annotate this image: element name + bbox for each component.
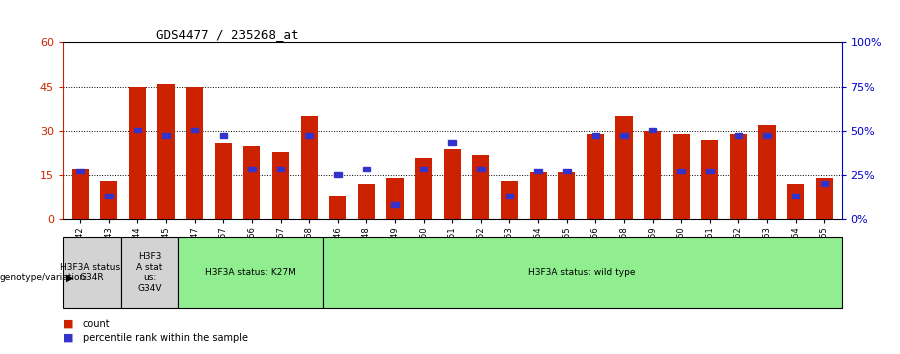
Bar <box>215 143 232 219</box>
Bar <box>587 134 604 219</box>
Bar <box>72 169 89 219</box>
Bar <box>105 194 112 198</box>
Bar <box>158 84 175 219</box>
Bar <box>334 172 341 177</box>
Bar <box>563 169 571 173</box>
Bar <box>133 128 141 132</box>
Text: H3F3A status: wild type: H3F3A status: wild type <box>528 268 635 277</box>
Bar <box>415 158 432 219</box>
Bar <box>472 155 490 219</box>
Bar <box>100 181 117 219</box>
Bar <box>358 184 375 219</box>
Bar <box>591 133 599 138</box>
Bar <box>678 169 685 173</box>
Bar <box>649 128 656 132</box>
Text: H3F3A status: K27M: H3F3A status: K27M <box>205 268 296 277</box>
Bar <box>243 146 260 219</box>
Bar <box>305 133 313 138</box>
Bar <box>420 167 427 171</box>
Bar <box>644 131 662 219</box>
Bar <box>186 87 203 219</box>
Bar <box>706 169 714 173</box>
Bar <box>672 134 689 219</box>
Bar <box>529 172 546 219</box>
Bar <box>788 184 805 219</box>
Bar <box>730 134 747 219</box>
Text: ■: ■ <box>63 333 74 343</box>
Text: percentile rank within the sample: percentile rank within the sample <box>83 333 248 343</box>
Bar <box>763 133 771 138</box>
Bar <box>616 116 633 219</box>
Bar <box>129 87 146 219</box>
Bar <box>162 133 170 138</box>
Bar <box>477 167 484 171</box>
Bar <box>734 133 742 138</box>
Bar <box>220 133 227 138</box>
Bar <box>535 169 542 173</box>
Bar <box>558 172 575 219</box>
Bar <box>392 202 399 207</box>
Text: count: count <box>83 319 111 329</box>
Bar <box>248 167 256 171</box>
Bar <box>272 152 289 219</box>
Text: GDS4477 / 235268_at: GDS4477 / 235268_at <box>157 28 299 41</box>
Bar <box>448 141 456 145</box>
Bar <box>301 116 318 219</box>
Bar <box>620 133 628 138</box>
Bar <box>444 149 461 219</box>
Bar <box>792 194 799 198</box>
Bar <box>815 178 832 219</box>
Bar <box>759 125 776 219</box>
Bar <box>501 181 518 219</box>
Text: H3F3
A stat
us:
G34V: H3F3 A stat us: G34V <box>136 252 163 293</box>
Bar <box>363 167 370 171</box>
Text: genotype/variation: genotype/variation <box>0 273 86 282</box>
Bar <box>506 194 513 198</box>
Bar <box>276 167 284 171</box>
Text: ■: ■ <box>63 319 74 329</box>
Bar <box>386 178 403 219</box>
Bar <box>701 140 718 219</box>
Bar <box>191 128 198 132</box>
Bar <box>76 169 84 173</box>
Text: H3F3A status:
G34R: H3F3A status: G34R <box>60 263 123 282</box>
Text: ▶: ▶ <box>66 273 73 283</box>
Bar <box>329 196 346 219</box>
Bar <box>821 181 828 185</box>
